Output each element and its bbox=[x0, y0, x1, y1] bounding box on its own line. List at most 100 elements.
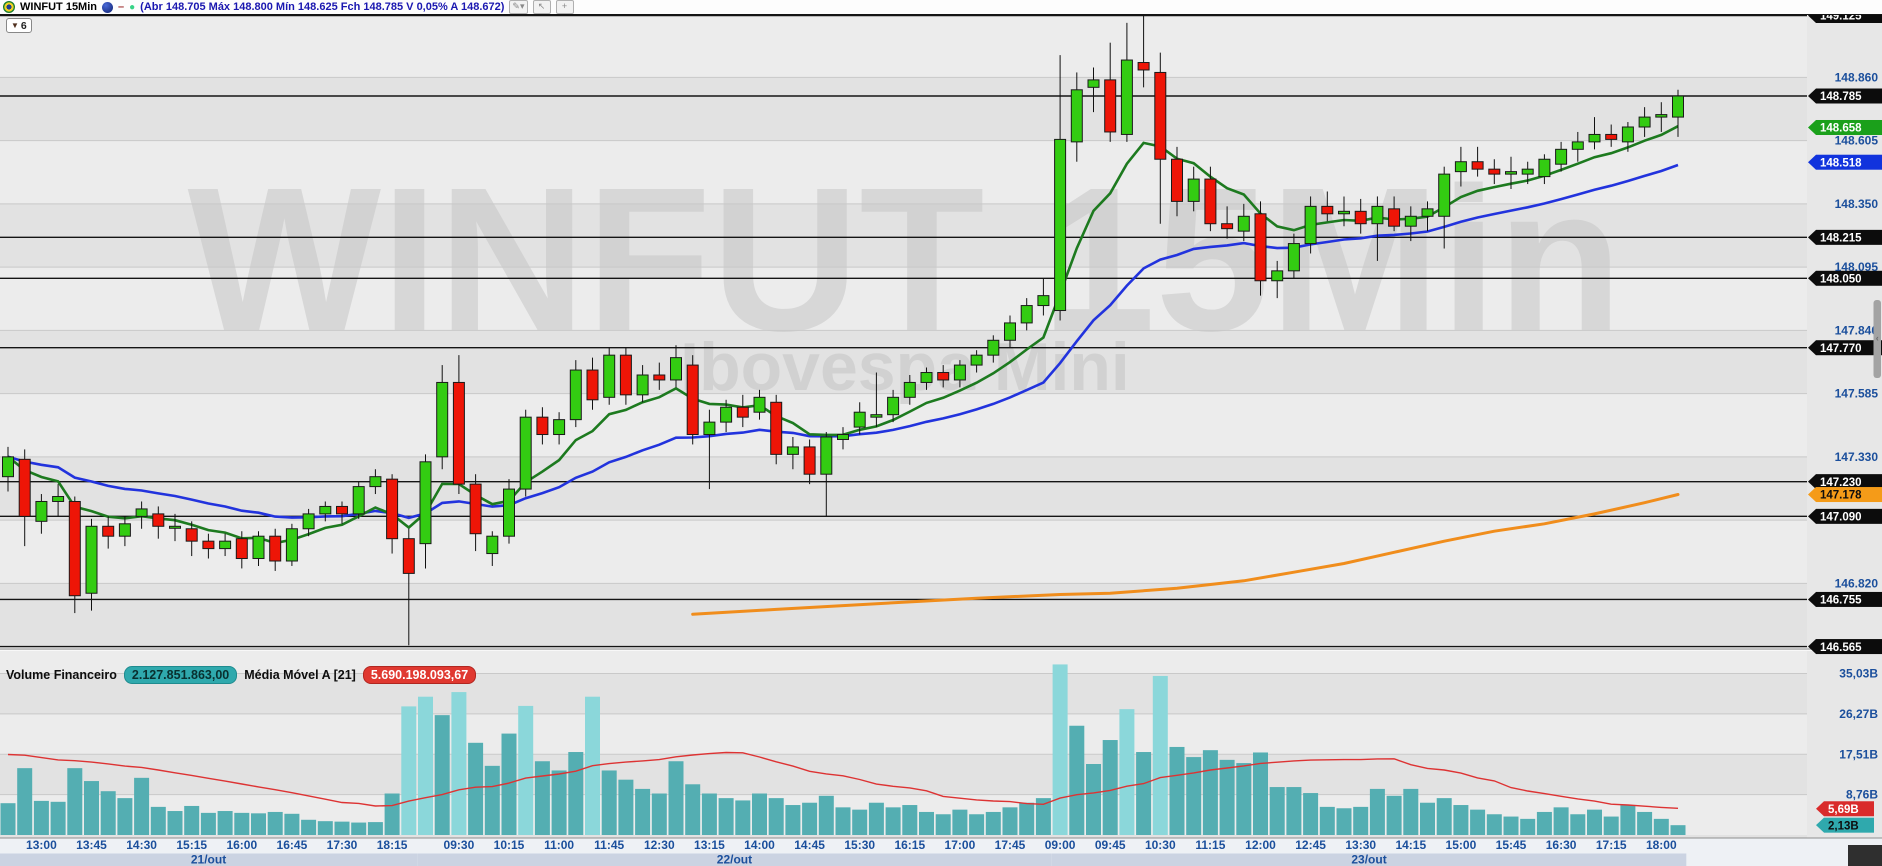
candle bbox=[1104, 79, 1117, 133]
time-tick-label: 11:15 bbox=[1195, 838, 1225, 852]
candle bbox=[2, 456, 14, 478]
time-tick-label: 15:45 bbox=[1496, 838, 1527, 852]
volume-axis-label: 8,76B bbox=[1846, 788, 1878, 802]
candle bbox=[1304, 205, 1317, 245]
volume-legend-label: Volume Financeiro bbox=[6, 668, 117, 682]
date-band bbox=[1051, 853, 1687, 866]
periods-dropdown-button[interactable]: ▼ 6 bbox=[6, 18, 32, 33]
candle bbox=[1371, 205, 1384, 225]
tools-button[interactable]: ✎▾ bbox=[509, 0, 528, 14]
candle bbox=[1070, 89, 1083, 143]
candle bbox=[369, 476, 382, 488]
candle bbox=[1521, 168, 1534, 175]
candle bbox=[436, 381, 449, 458]
price-axis-label: 147.585 bbox=[1835, 387, 1879, 401]
candle bbox=[937, 372, 950, 381]
corner-box bbox=[1848, 845, 1882, 866]
triangle-down-icon: ▼ bbox=[11, 20, 19, 30]
volume-bars bbox=[0, 664, 1686, 835]
candle bbox=[1571, 141, 1584, 150]
vertical-scrollbar-thumb[interactable] bbox=[1873, 300, 1882, 378]
candle bbox=[636, 374, 649, 396]
candle bbox=[1004, 322, 1016, 341]
candle bbox=[152, 513, 165, 527]
candle bbox=[720, 406, 733, 423]
candle bbox=[703, 421, 716, 436]
candle bbox=[753, 396, 766, 413]
cursor-button[interactable]: ↖ bbox=[532, 0, 551, 14]
tools-icon: ✎ bbox=[512, 1, 520, 11]
candle bbox=[1187, 178, 1200, 202]
candle bbox=[1204, 178, 1217, 225]
volume-ma-label: Média Móvel A [21] bbox=[244, 668, 356, 682]
minus-indicator-icon: – bbox=[118, 1, 125, 13]
time-tick-label: 18:15 bbox=[377, 838, 408, 852]
price-tag bbox=[1808, 270, 1882, 286]
plus-icon: + bbox=[561, 1, 568, 11]
candle bbox=[118, 523, 131, 537]
candle bbox=[1237, 215, 1250, 232]
candle bbox=[135, 508, 148, 517]
candle bbox=[1672, 95, 1684, 118]
price-tag-label: 147.090 bbox=[1820, 512, 1862, 524]
price-tag-label: 2,13B bbox=[1828, 820, 1859, 832]
candle bbox=[1037, 295, 1050, 307]
candle bbox=[837, 434, 849, 440]
candle bbox=[1171, 158, 1183, 202]
candle bbox=[1621, 126, 1634, 143]
candle bbox=[1054, 138, 1067, 312]
time-tick-label: 12:00 bbox=[1245, 838, 1276, 852]
price-tag bbox=[1808, 340, 1882, 356]
ma-long-line bbox=[691, 493, 1680, 616]
candle bbox=[670, 357, 682, 381]
time-tick-label: 13:30 bbox=[1345, 838, 1376, 852]
time-tick-label: 17:00 bbox=[945, 838, 976, 852]
candle bbox=[1388, 208, 1401, 227]
candle bbox=[1471, 161, 1484, 170]
candle bbox=[486, 535, 499, 555]
candle bbox=[402, 538, 415, 574]
candle bbox=[1421, 208, 1434, 217]
price-tag bbox=[1808, 487, 1882, 503]
time-tick-label: 18:00 bbox=[1646, 838, 1677, 852]
price-tag-label: 5,69B bbox=[1828, 804, 1859, 816]
candle bbox=[85, 525, 98, 594]
brazil-flag-icon bbox=[3, 1, 15, 13]
price-tag bbox=[1816, 801, 1874, 817]
candle bbox=[1454, 161, 1467, 173]
candle bbox=[553, 419, 566, 436]
periods-count: 6 bbox=[20, 19, 27, 32]
candle bbox=[319, 505, 332, 515]
watermark-title: WINFUT 15Min bbox=[188, 145, 1623, 374]
price-tag bbox=[1808, 154, 1882, 170]
candle bbox=[1087, 79, 1100, 88]
price-tag bbox=[1808, 639, 1882, 655]
price-axis-label: 147.840 bbox=[1835, 323, 1879, 337]
candle bbox=[285, 528, 298, 562]
price-tag bbox=[1808, 88, 1882, 104]
volume-ma-value-badge: 5.690.198.093,67 bbox=[362, 666, 477, 684]
date-label: 22/out bbox=[717, 853, 752, 866]
candle bbox=[219, 540, 232, 550]
volume-axis-label: 26,27B bbox=[1839, 707, 1878, 721]
volume-value-badge: 2.127.851.863,00 bbox=[123, 666, 238, 684]
date-label: 21/out bbox=[191, 853, 226, 866]
add-button[interactable]: + bbox=[555, 0, 574, 14]
volume-indicator-legend: Volume Financeiro 2.127.851.863,00 Média… bbox=[6, 666, 477, 684]
time-tick-label: 16:00 bbox=[226, 838, 257, 852]
candle bbox=[519, 416, 532, 490]
candle bbox=[1020, 305, 1033, 324]
time-tick-label: 10:30 bbox=[1145, 838, 1176, 852]
candle bbox=[870, 414, 883, 418]
time-tick-label: 13:15 bbox=[694, 838, 725, 852]
candle bbox=[1588, 133, 1601, 143]
candle bbox=[987, 339, 1000, 356]
time-tick-label: 15:30 bbox=[844, 838, 875, 852]
time-tick-label: 17:30 bbox=[327, 838, 358, 852]
candle bbox=[1505, 171, 1517, 175]
volume-axis-label: 17,51B bbox=[1839, 747, 1878, 761]
status-dot-icon: ● bbox=[129, 1, 136, 13]
candle bbox=[1638, 116, 1651, 128]
time-tick-label: 14:00 bbox=[744, 838, 775, 852]
